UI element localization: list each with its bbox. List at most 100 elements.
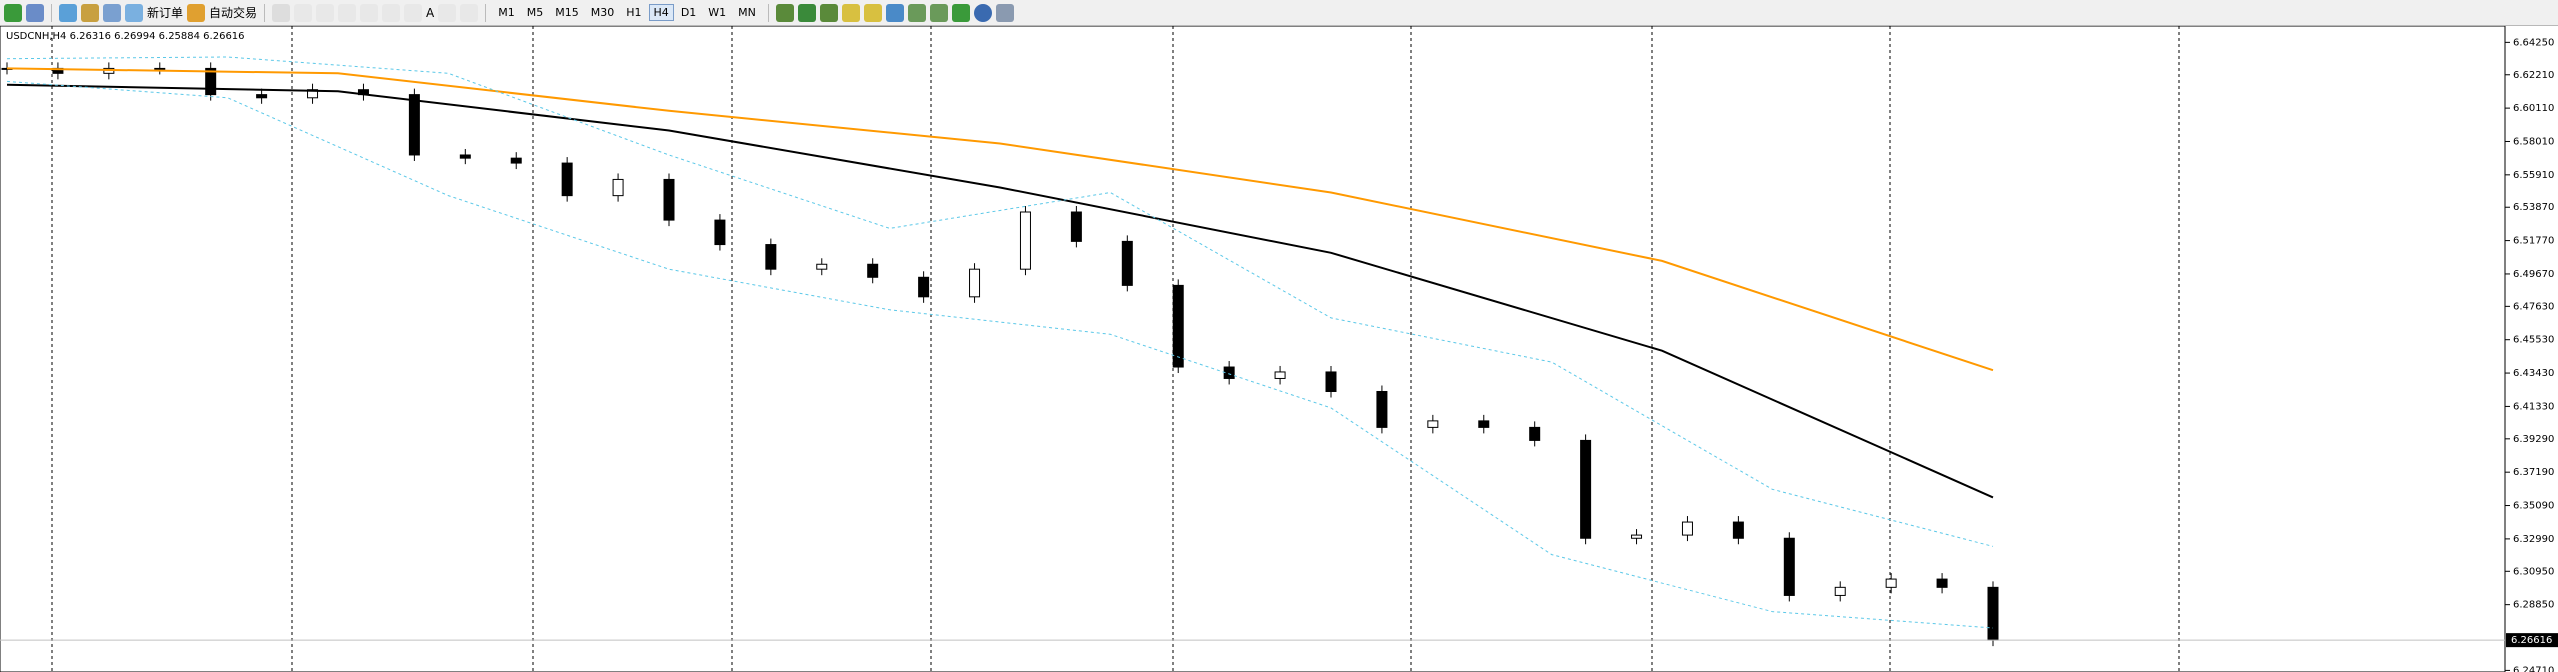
- candle: [1121, 240, 1133, 286]
- candle: [1783, 537, 1795, 596]
- timeframe-button[interactable]: M1: [498, 6, 515, 19]
- bar-chart[interactable]: [775, 3, 794, 22]
- label-tool[interactable]: [438, 3, 457, 22]
- candle: [1732, 521, 1744, 539]
- y-tick-label: 6.51770: [2513, 236, 2554, 247]
- y-tick-label: 6.28850: [2513, 600, 2554, 611]
- market-watch[interactable]: [59, 3, 77, 22]
- crosshair-tool[interactable]: [294, 3, 313, 22]
- line-chart[interactable]: [819, 3, 838, 22]
- separator: [264, 3, 266, 22]
- meta-editor[interactable]: [187, 3, 206, 22]
- candle: [663, 178, 675, 221]
- current-price-label: 6.26616: [2511, 635, 2552, 646]
- candle: [1580, 439, 1592, 539]
- indicator-line: [6, 67, 1994, 372]
- candle: [1019, 211, 1031, 270]
- arrows-tool[interactable]: [460, 3, 479, 22]
- cursor-tool[interactable]: [272, 3, 291, 22]
- timeframe-button[interactable]: H4: [648, 4, 674, 21]
- y-tick-label: 6.32990: [2513, 534, 2554, 545]
- y-tick-label: 6.47630: [2513, 301, 2554, 312]
- trendline-tool[interactable]: [360, 3, 379, 22]
- candle: [1274, 371, 1286, 379]
- timeframe-button[interactable]: M5: [526, 6, 544, 19]
- zoom-in[interactable]: [841, 3, 860, 22]
- y-tick-label: 6.43430: [2513, 368, 2554, 379]
- y-tick-label: 6.39290: [2513, 434, 2554, 445]
- candle: [714, 219, 726, 246]
- timeframes: M1 M5 M15 M30 H1 H4 D1 W1 MN: [493, 4, 761, 21]
- channel-tool[interactable]: [382, 3, 401, 22]
- candle: [256, 94, 268, 99]
- candle: [307, 89, 319, 99]
- candle: [1936, 578, 1948, 588]
- y-tick-label: 6.55910: [2513, 170, 2554, 181]
- indicator-line: [6, 83, 1994, 499]
- indicators[interactable]: [951, 3, 970, 22]
- chart-shift[interactable]: [929, 3, 948, 22]
- y-tick-label: 6.24710: [2513, 665, 2554, 672]
- separator: [485, 3, 487, 22]
- new-chart[interactable]: [4, 3, 22, 22]
- autoscroll[interactable]: [907, 3, 926, 22]
- timeframe-button[interactable]: W1: [708, 6, 727, 19]
- candle: [1427, 420, 1439, 428]
- profiles[interactable]: [26, 3, 44, 22]
- candle: [612, 178, 624, 197]
- candle: [918, 276, 930, 298]
- candle: [867, 263, 879, 278]
- new-order-button[interactable]: 新订单: [147, 6, 184, 20]
- y-tick-label: 6.35090: [2513, 501, 2554, 512]
- candle: [154, 67, 166, 70]
- tile[interactable]: [885, 3, 904, 22]
- templates[interactable]: [995, 3, 1014, 22]
- indicator-line: [6, 80, 1994, 629]
- text-tool[interactable]: A: [426, 5, 435, 20]
- y-tick-label: 6.37190: [2513, 467, 2554, 478]
- y-tick-label: 6.45530: [2513, 335, 2554, 346]
- candle: [816, 263, 828, 270]
- current-price-tag: [2506, 633, 2558, 648]
- toolbar: 新订单 自动交易 A M1 M5 M15 M30 H1 H4 D1 W1 MN: [0, 0, 2558, 26]
- plot-frame: [0, 26, 2506, 672]
- indicator-line: [6, 56, 1994, 547]
- y-tick-label: 6.58010: [2513, 136, 2554, 147]
- timeframe-button[interactable]: H1: [626, 6, 642, 19]
- candle: [1885, 578, 1897, 588]
- candle: [459, 154, 471, 159]
- candle: [1325, 371, 1337, 392]
- zoom-out[interactable]: [863, 3, 882, 22]
- timeframe-button[interactable]: M15: [555, 6, 579, 19]
- y-tick-label: 6.41330: [2513, 401, 2554, 412]
- terminal[interactable]: [103, 3, 121, 22]
- candle: [765, 244, 777, 270]
- candle: [1478, 420, 1490, 428]
- y-tick-label: 6.62210: [2513, 70, 2554, 81]
- chart-header: USDCNH,H4 6.26316 6.26994 6.25884 6.2661…: [6, 31, 245, 42]
- y-tick-label: 6.49670: [2513, 269, 2554, 280]
- candle: [1223, 366, 1235, 379]
- separator: [51, 3, 52, 22]
- y-tick-label: 6.60110: [2513, 103, 2554, 114]
- y-tick-label: 6.53870: [2513, 202, 2554, 213]
- candle: [1681, 521, 1693, 536]
- candle: [1376, 390, 1388, 428]
- auto-trading-button[interactable]: 自动交易: [209, 6, 258, 20]
- timeframe-button[interactable]: MN: [738, 6, 756, 19]
- vline-tool[interactable]: [316, 3, 335, 22]
- chart: USDCNH,H4 6.26316 6.26994 6.25884 6.2661…: [0, 26, 2558, 672]
- navigator[interactable]: [81, 3, 99, 22]
- timeframe-button[interactable]: M30: [590, 6, 615, 19]
- fibo-tool[interactable]: [404, 3, 423, 22]
- candle: [969, 268, 981, 298]
- candle: [1631, 534, 1643, 539]
- periods[interactable]: [973, 3, 992, 22]
- candles[interactable]: [797, 3, 816, 22]
- candle: [510, 157, 522, 164]
- hline-tool[interactable]: [338, 3, 357, 22]
- candle: [205, 67, 217, 96]
- tester[interactable]: [125, 3, 143, 22]
- timeframe-button[interactable]: D1: [680, 6, 697, 19]
- candle: [1834, 586, 1846, 596]
